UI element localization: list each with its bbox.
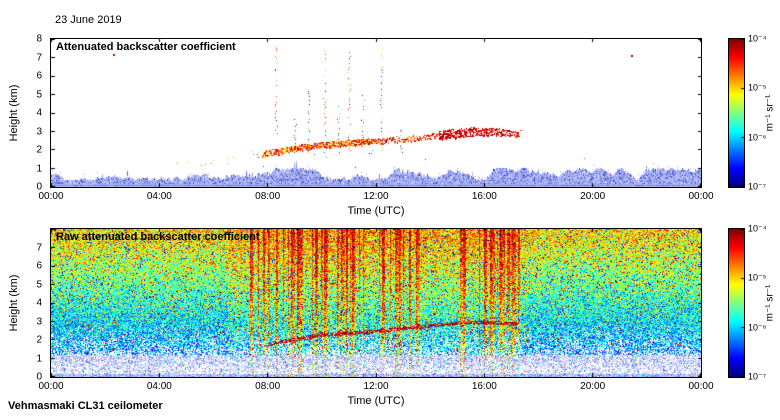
- y-tick-label: 3: [36, 316, 42, 327]
- x-tick-label: 12:00: [363, 191, 389, 202]
- top-x-axis-label: Time (UTC): [347, 205, 405, 217]
- y-tick-label: 5: [36, 89, 42, 100]
- top-y-ticks: 0 1 2 3 4 5 6 7 8: [0, 34, 46, 193]
- y-tick-label: 4: [36, 297, 42, 309]
- x-tick-label: 08:00: [255, 381, 281, 392]
- top-colorbar-canvas: [729, 39, 744, 187]
- x-tick-label: 16:00: [471, 381, 497, 392]
- y-tick-label: 3: [36, 126, 42, 137]
- colorbar-tick-label: 10⁻⁵: [748, 272, 767, 283]
- bottom-colorbar-ticks: 10⁻⁴ 10⁻⁵ 10⁻⁶ 10⁻⁷: [748, 224, 778, 382]
- colorbar-tick-label: 10⁻⁷: [748, 371, 767, 382]
- top-plot-canvas: [51, 39, 701, 187]
- y-tick-label: 2: [36, 334, 42, 346]
- y-tick-label: 0: [36, 181, 42, 193]
- x-tick-label: 20:00: [580, 191, 606, 202]
- y-tick-label: 8: [36, 33, 42, 45]
- x-tick-label: 00:00: [688, 191, 714, 202]
- bottom-plot-canvas: [51, 229, 701, 377]
- colorbar-tick-label: 10⁻⁵: [748, 82, 767, 93]
- colorbar-tick-label: 10⁻⁷: [748, 181, 767, 192]
- bottom-panel-title: Raw attenuated backscatter coefficient: [56, 231, 260, 243]
- y-tick-label: 2: [36, 144, 42, 156]
- top-x-ticks: 00:00 04:00 08:00 12:00 16:00 20:00 00:00: [38, 191, 713, 204]
- y-tick-label: 5: [36, 279, 42, 290]
- x-tick-label: 04:00: [146, 191, 172, 202]
- y-tick-label: 6: [36, 70, 42, 82]
- colorbar-tick-label: 10⁻⁴: [748, 33, 767, 44]
- x-tick-label: 20:00: [580, 381, 606, 392]
- bottom-x-axis-label: Time (UTC): [347, 395, 405, 407]
- bottom-y-ticks: 0 1 2 3 4 5 6 7: [0, 228, 46, 383]
- x-tick-label: 00:00: [688, 381, 714, 392]
- x-tick-label: 04:00: [146, 381, 172, 392]
- colorbar-tick-label: 10⁻⁴: [748, 223, 767, 234]
- y-tick-label: 7: [36, 52, 42, 63]
- y-tick-label: 1: [36, 353, 42, 364]
- colorbar-tick-label: 10⁻⁶: [748, 132, 767, 143]
- y-tick-label: 1: [36, 163, 42, 174]
- x-tick-label: 00:00: [38, 191, 64, 202]
- top-colorbar-ticks: 10⁻⁴ 10⁻⁵ 10⁻⁶ 10⁻⁷: [748, 34, 778, 192]
- y-tick-label: 7: [36, 242, 42, 253]
- colorbar-tick-label: 10⁻⁶: [748, 322, 767, 333]
- footer-label: Vehmasmaki CL31 ceilometer: [8, 400, 163, 412]
- bottom-x-ticks: 00:00 04:00 08:00 12:00 16:00 20:00 00:00: [38, 381, 713, 394]
- y-tick-label: 6: [36, 260, 42, 272]
- y-tick-label: 4: [36, 107, 42, 119]
- bottom-colorbar-unit-label: m⁻¹ sr⁻¹: [764, 284, 776, 322]
- top-panel-title: Attenuated backscatter coefficient: [56, 41, 236, 53]
- bottom-colorbar: [728, 228, 745, 378]
- x-tick-label: 00:00: [38, 381, 64, 392]
- x-tick-label: 12:00: [363, 381, 389, 392]
- top-plot-area: Attenuated backscatter coefficient: [50, 38, 702, 188]
- top-colorbar-unit-label: m⁻¹ sr⁻¹: [764, 94, 776, 132]
- x-tick-label: 16:00: [471, 191, 497, 202]
- y-tick-label: 0: [36, 371, 42, 383]
- x-tick-label: 08:00: [255, 191, 281, 202]
- top-colorbar: [728, 38, 745, 188]
- bottom-plot-area: Raw attenuated backscatter coefficient: [50, 228, 702, 378]
- date-label: 23 June 2019: [55, 14, 122, 26]
- bottom-colorbar-canvas: [729, 229, 744, 377]
